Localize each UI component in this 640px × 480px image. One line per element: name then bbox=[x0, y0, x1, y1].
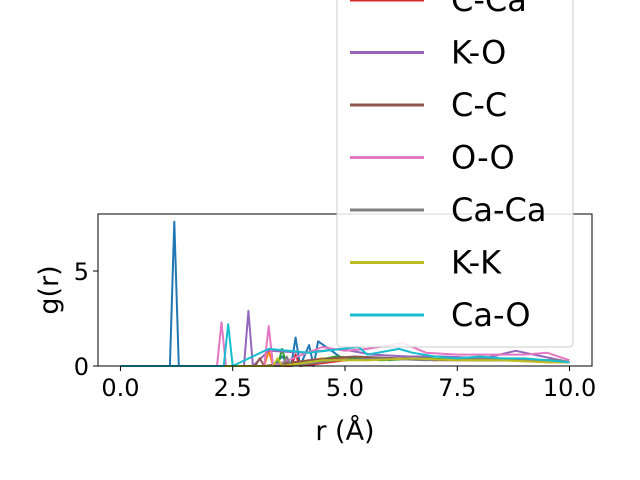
series-layer bbox=[120, 220, 570, 367]
legend-label-k-k: K-K bbox=[451, 244, 502, 282]
legend-label-c-ca: C-Ca bbox=[451, 0, 527, 19]
x-axis-label: r (Å) bbox=[315, 415, 374, 447]
series-line-k-k bbox=[120, 357, 570, 367]
x-tick-label: 10.0 bbox=[543, 374, 596, 402]
legend-label-k-o: K-O bbox=[451, 34, 506, 72]
legend-box bbox=[336, 0, 574, 348]
y-axis-ticks: 05 bbox=[74, 258, 98, 381]
x-tick-label: 0.0 bbox=[101, 374, 139, 402]
legend-label-ca-o: Ca-O bbox=[451, 296, 531, 334]
y-tick-label: 5 bbox=[74, 258, 89, 286]
series-line-k-o bbox=[120, 309, 570, 367]
series-line-ca-ca bbox=[120, 355, 570, 367]
legend: C-Ca K-O C-C O-O Ca-Ca K-K Ca-O bbox=[336, 0, 574, 348]
x-tick-label: 7.5 bbox=[438, 374, 476, 402]
x-tick-label: 2.5 bbox=[214, 374, 252, 402]
x-axis-ticks: 0.0 2.5 5.0 7.5 10.0 bbox=[101, 366, 596, 402]
y-tick-label: 0 bbox=[74, 353, 89, 381]
legend-label-ca-ca: Ca-Ca bbox=[451, 191, 546, 229]
y-axis-label: g(r) bbox=[34, 265, 65, 314]
legend-label-o-o: O-O bbox=[451, 139, 515, 177]
legend-label-c-c: C-C bbox=[451, 86, 507, 124]
x-tick-label: 5.0 bbox=[326, 374, 364, 402]
series-line-ca-o bbox=[120, 323, 570, 367]
